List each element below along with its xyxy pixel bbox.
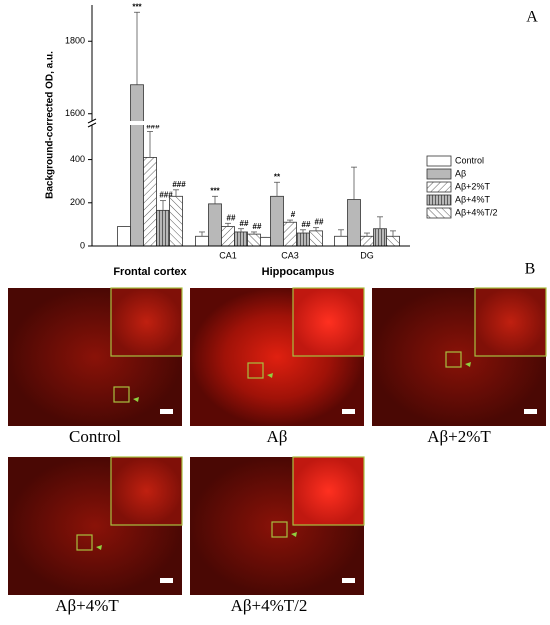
- roi-box: [271, 521, 288, 538]
- caption: Aβ: [267, 427, 288, 446]
- panel-label: B: [525, 261, 536, 278]
- axis-break: [84, 121, 412, 125]
- caption: Aβ+4%T/2: [231, 596, 308, 615]
- legend-label: Control: [455, 155, 484, 165]
- arrowhead: [465, 362, 471, 367]
- scale-bar: [524, 409, 537, 414]
- roi-box: [76, 534, 93, 551]
- bar: [117, 226, 131, 247]
- inset: [292, 456, 365, 526]
- micrographs: [8, 287, 547, 595]
- roi-box: [247, 362, 264, 379]
- legend-swatch: [426, 194, 452, 206]
- arrowhead: [133, 397, 139, 402]
- arrowhead: [291, 532, 297, 537]
- scale-bar: [342, 409, 355, 414]
- legend-label: Aβ: [455, 168, 466, 178]
- legend-swatch: [426, 168, 452, 180]
- significance-mark: ###: [172, 180, 186, 189]
- bar: [386, 235, 400, 247]
- x-tick-label: Frontal cortex: [113, 266, 187, 278]
- y-tick-label: 1600: [65, 108, 85, 118]
- panel-label: A: [526, 9, 538, 26]
- significance-mark: **: [274, 172, 281, 181]
- y-tick-label: 200: [70, 197, 85, 207]
- legend-label: Aβ+2%T: [455, 181, 490, 191]
- y-axis-label: Background-corrected OD, a.u.: [45, 51, 56, 199]
- bar: [143, 157, 157, 247]
- break-mark: [87, 122, 97, 128]
- break-mark: [87, 118, 97, 124]
- group-label: Hippocampus: [262, 266, 335, 278]
- roi-box: [445, 351, 462, 368]
- significance-mark: ##: [302, 220, 311, 229]
- bar: [195, 235, 209, 247]
- inset: [292, 287, 365, 357]
- inset: [474, 287, 547, 357]
- bar: [283, 221, 297, 247]
- significance-mark: ##: [240, 219, 249, 228]
- y-tick-label: 400: [70, 154, 85, 164]
- bar: [169, 195, 183, 247]
- bar: [360, 235, 374, 247]
- y-tick-label: 1800: [65, 36, 85, 46]
- caption: Aβ+2%T: [427, 427, 491, 446]
- legend-label: Aβ+4%T: [455, 194, 490, 204]
- bar: [130, 84, 144, 247]
- bar: [373, 228, 387, 247]
- significance-mark: ###: [159, 191, 173, 200]
- inset: [110, 287, 183, 357]
- significance-mark: ##: [227, 213, 236, 222]
- x-tick-label: CA3: [281, 250, 299, 260]
- scale-bar: [342, 578, 355, 583]
- significance-mark: ###: [146, 122, 160, 131]
- legend-swatch: [426, 207, 452, 219]
- bar: [334, 235, 348, 247]
- scale-bar: [160, 578, 173, 583]
- scale-bar: [160, 409, 173, 414]
- bar: [309, 230, 323, 247]
- significance-mark: ***: [132, 2, 142, 11]
- arrowhead: [267, 373, 273, 378]
- legend-swatch: [426, 155, 452, 167]
- legend-label: Aβ+4%T/2: [455, 207, 497, 217]
- bar: [247, 233, 261, 247]
- caption: Aβ+4%T: [55, 596, 119, 615]
- bar: [296, 232, 310, 247]
- caption: Control: [69, 427, 121, 446]
- y-tick-label: 0: [80, 240, 85, 250]
- arrowhead: [96, 545, 102, 550]
- roi-box: [113, 386, 130, 403]
- legend-swatch: [426, 181, 452, 193]
- bar: [221, 226, 235, 247]
- significance-mark: ##: [253, 222, 262, 231]
- bar: [208, 203, 222, 247]
- significance-mark: ***: [210, 186, 220, 195]
- significance-mark: ##: [315, 218, 324, 227]
- significance-mark: #: [291, 210, 296, 219]
- bar: [270, 195, 284, 247]
- x-tick-label: CA1: [219, 250, 237, 260]
- x-tick-label: DG: [360, 250, 374, 260]
- bar: [156, 209, 170, 247]
- bar: [347, 199, 361, 247]
- inset: [110, 456, 183, 526]
- bar: [234, 231, 248, 247]
